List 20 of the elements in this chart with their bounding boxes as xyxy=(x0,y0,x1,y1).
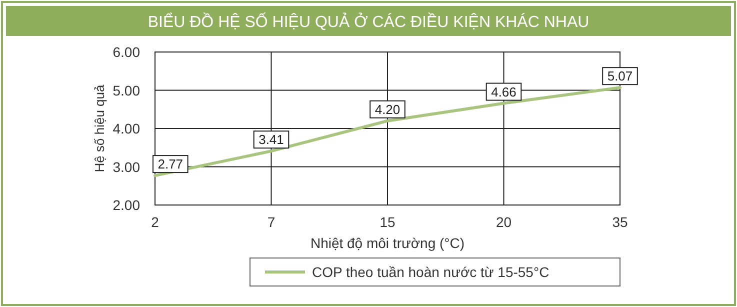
data-label: 4.20 xyxy=(374,102,400,117)
y-axis-title: Hệ số hiệu quả xyxy=(92,84,107,172)
y-tick-label: 6.00 xyxy=(112,44,140,60)
data-label: 2.77 xyxy=(158,156,184,172)
y-tick-label: 4.00 xyxy=(112,120,140,136)
data-label: 4.66 xyxy=(491,84,516,100)
x-tick-label: 20 xyxy=(496,214,512,230)
data-label: 3.41 xyxy=(258,132,284,148)
x-tick-label: 15 xyxy=(380,214,396,230)
x-axis-title: Nhiệt độ môi trường (°C) xyxy=(310,235,465,251)
x-tick-label: 2 xyxy=(151,214,160,230)
x-tick-label: 35 xyxy=(612,214,628,230)
y-tick-label: 3.00 xyxy=(112,158,140,175)
legend-label: COP theo tuần hoàn nước từ 15-55°C xyxy=(312,264,550,280)
data-label: 5.07 xyxy=(607,68,633,84)
y-tick-label: 2.00 xyxy=(112,197,140,213)
line-series xyxy=(154,86,622,178)
chart-title: BIỂU ĐỒ HỆ SỐ HIỆU QUẢ Ở CÁC ĐIỀU KIỆN KHÁC NHAU xyxy=(148,12,590,31)
x-tick-label: 7 xyxy=(267,214,276,230)
y-tick-label: 5.00 xyxy=(112,82,140,98)
